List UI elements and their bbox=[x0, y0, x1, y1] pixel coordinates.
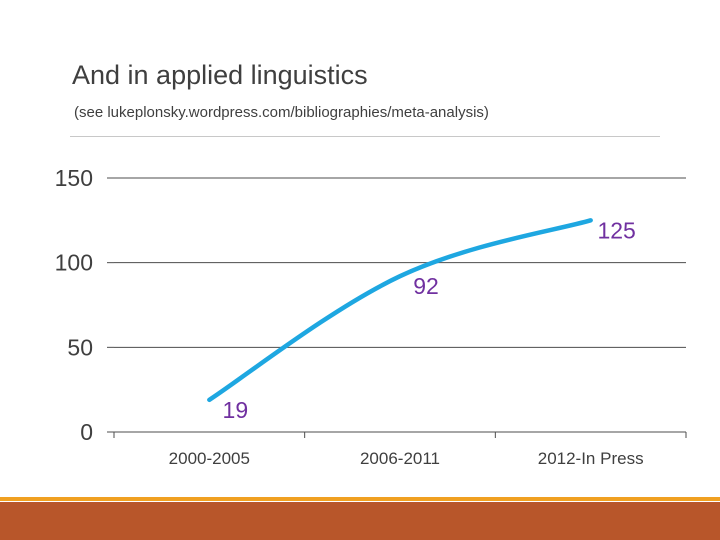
y-tick-label: 50 bbox=[67, 334, 93, 360]
x-tick-label: 2012-In Press bbox=[538, 449, 644, 468]
slide-subtitle: (see lukeplonsky.wordpress.com/bibliogra… bbox=[74, 104, 489, 121]
x-tick-label: 2000-2005 bbox=[169, 449, 250, 468]
x-tick-label: 2006-2011 bbox=[360, 449, 440, 468]
footer-band bbox=[0, 502, 720, 540]
y-tick-label: 150 bbox=[55, 165, 93, 191]
y-tick-label: 0 bbox=[80, 419, 93, 445]
data-label: 19 bbox=[223, 397, 249, 423]
data-label: 92 bbox=[413, 273, 439, 299]
title-divider bbox=[70, 136, 660, 137]
data-label: 125 bbox=[597, 217, 635, 243]
footer-accent-line bbox=[0, 497, 720, 501]
slide-title: And in applied linguistics bbox=[72, 60, 368, 90]
series-line bbox=[207, 218, 593, 403]
y-tick-label: 100 bbox=[55, 250, 93, 276]
